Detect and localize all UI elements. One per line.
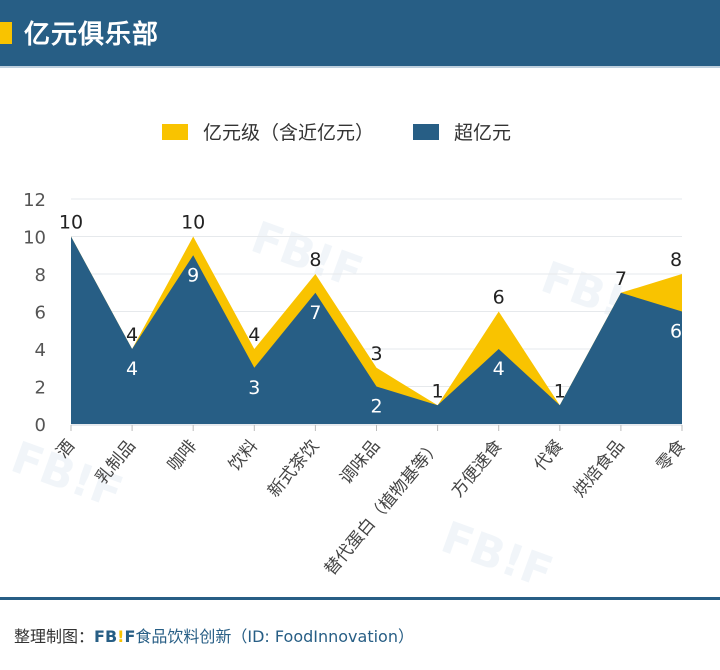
brand-logo-fb: FB (94, 627, 118, 646)
y-tick-label: 4 (35, 340, 46, 361)
legend-swatch-yellow (162, 123, 188, 140)
data-label-yi-level: 6 (493, 287, 505, 309)
brand-logo-bang: ! (117, 627, 125, 646)
y-tick-label: 6 (35, 303, 46, 324)
data-label-over-yi: 4 (493, 358, 505, 380)
footer-credit: 整理制图：FB!F食品饮料创新（ID: FoodInnovation） (14, 623, 414, 647)
y-tick-label: 12 (23, 190, 46, 211)
header-banner: 亿元俱乐部 (0, 0, 720, 68)
data-label-over-yi: 9 (187, 264, 199, 286)
brand-logo-f: F (124, 627, 136, 646)
y-tick-label: 2 (35, 378, 46, 399)
x-category-label: 饮料 (225, 436, 262, 475)
x-category-label: 方便速食 (447, 436, 506, 501)
legend-label: 超亿元 (454, 122, 512, 144)
y-tick-label: 0 (35, 415, 46, 436)
data-label-yi-level: 3 (370, 343, 382, 365)
data-label-yi-level: 1 (432, 380, 444, 402)
data-label-over-yi: 3 (248, 377, 260, 399)
page-title: 亿元俱乐部 (24, 20, 160, 50)
data-label-yi-level: 10 (59, 212, 83, 234)
y-tick-label: 10 (23, 228, 46, 249)
footer-divider (0, 597, 720, 600)
legend-swatch-blue (413, 123, 439, 140)
footer-prefix: 整理制图： (14, 627, 95, 646)
data-label-yi-level: 1 (554, 380, 566, 402)
x-category-label: 调味品 (336, 436, 384, 488)
data-label-over-yi: 4 (126, 358, 138, 380)
x-category-label: 乳制品 (92, 436, 140, 488)
x-category-label: 零食 (653, 436, 690, 475)
header-accent-mark (0, 22, 12, 44)
data-label-yi-level: 4 (126, 324, 138, 346)
x-category-label: 替代蛋白（植物基等） (321, 436, 446, 579)
data-label-over-yi: 7 (309, 302, 321, 324)
x-category-label: 咖啡 (164, 436, 201, 475)
x-category-label: 烘焙食品 (570, 436, 629, 501)
data-label-yi-level: 10 (181, 212, 205, 234)
x-category-label: 新式茶饮 (264, 436, 323, 501)
data-label-yi-level: 8 (309, 249, 321, 271)
data-label-over-yi: 2 (370, 396, 382, 418)
legend-item-yi-level: 亿元级（含近亿元） (162, 118, 374, 145)
data-label-yi-level: 4 (248, 324, 260, 346)
data-label-yi-level: 8 (670, 249, 682, 271)
x-category-label: 酒 (53, 436, 79, 462)
y-tick-label: 8 (35, 265, 46, 286)
legend-label: 亿元级（含近亿元） (203, 122, 375, 144)
chart-legend: 亿元级（含近亿元） 超亿元 (0, 118, 720, 144)
area-series-over-yi (71, 236, 682, 424)
data-label-yi-level: 7 (615, 268, 627, 290)
data-label-over-yi: 6 (670, 321, 682, 343)
legend-item-over-yi: 超亿元 (413, 118, 511, 145)
x-category-label: 代餐 (530, 436, 567, 475)
footer-source: 食品饮料创新（ID: FoodInnovation） (135, 627, 414, 646)
